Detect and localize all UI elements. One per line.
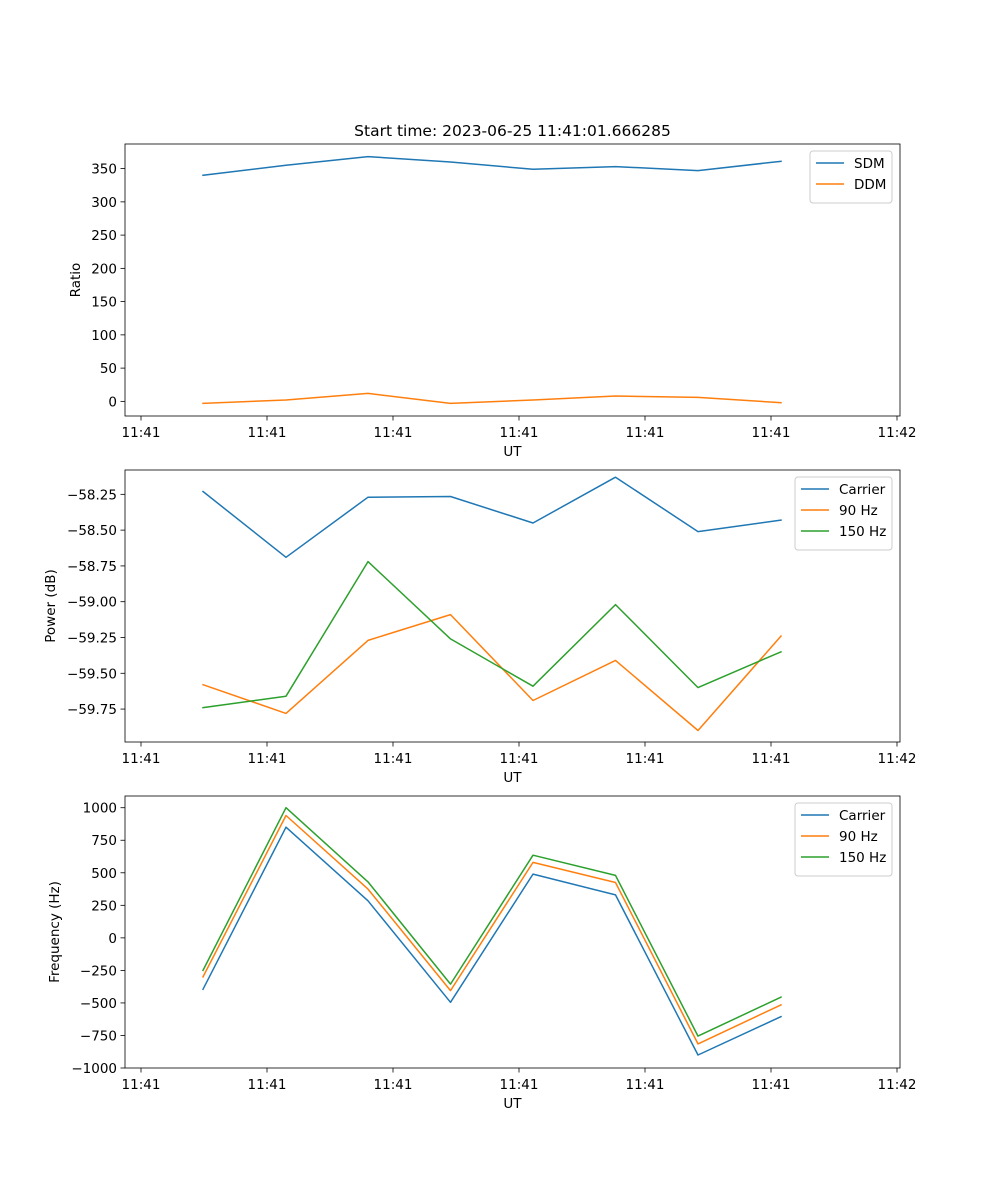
x-tick-label: 11:41 <box>122 751 161 767</box>
panel-3: 11:41 11:41 11:41 11:41 11:41 11:41 11:42 −1000… <box>47 795 917 1112</box>
legend-label: 150 Hz <box>839 524 886 540</box>
x-tick-label: 11:41 <box>122 425 161 441</box>
x-tick-label: 11:41 <box>626 751 665 767</box>
axes-frame <box>124 795 901 1069</box>
x-tick-label: 11:41 <box>122 1077 161 1093</box>
y-tick-label: 500 <box>91 866 117 882</box>
series-line-150-hz <box>202 560 782 709</box>
legend-label: 150 Hz <box>839 850 886 866</box>
y-tick-label: −500 <box>80 996 117 1012</box>
x-tick-label: 11:41 <box>248 1077 287 1093</box>
y-tick-label: 150 <box>91 295 117 311</box>
y-axis-label: Ratio <box>68 263 84 298</box>
legend: Carrier 90 Hz 150 Hz <box>794 476 893 551</box>
y-tick-label: −58.75 <box>67 559 117 575</box>
panel-1: 11:41 11:41 11:41 11:41 11:41 11:41 11:42 0 50 10… <box>68 143 917 460</box>
y-tick-label: 250 <box>91 898 117 914</box>
series-line-90-hz <box>201 814 782 1045</box>
x-tick-label: 11:41 <box>752 425 791 441</box>
series-line-carrier <box>201 476 782 559</box>
legend-label: 90 Hz <box>839 829 878 845</box>
x-tick-label: 11:42 <box>878 425 917 441</box>
legend-label: DDM <box>854 177 886 193</box>
x-axis-label: UT <box>503 770 522 786</box>
y-tick-label: 50 <box>100 361 117 377</box>
y-axis-label: Power (dB) <box>43 569 59 642</box>
series-line-150-hz <box>201 806 782 1037</box>
y-tick-label: −59.75 <box>67 702 117 718</box>
x-tick-label: 11:42 <box>878 751 917 767</box>
x-tick-label: 11:41 <box>500 425 539 441</box>
y-tick-label: −250 <box>80 963 117 979</box>
axes-frame <box>124 469 901 743</box>
axes-frame <box>124 143 901 417</box>
x-tick-label: 11:41 <box>374 751 413 767</box>
x-tick-label: 11:41 <box>626 1077 665 1093</box>
x-tick-label: 11:41 <box>374 425 413 441</box>
x-axis-label: UT <box>503 444 522 460</box>
x-tick-label: 11:42 <box>878 1077 917 1093</box>
x-tick-label: 11:41 <box>500 1077 539 1093</box>
y-tick-label: 300 <box>91 195 117 211</box>
legend-box <box>809 150 893 204</box>
y-tick-label: −59.25 <box>67 630 117 646</box>
series-line-carrier <box>201 826 782 1056</box>
y-tick-label: 0 <box>108 931 117 947</box>
x-tick-label: 11:41 <box>374 1077 413 1093</box>
x-tick-label: 11:41 <box>752 751 791 767</box>
y-tick-label: 0 <box>108 394 117 410</box>
y-tick-label: −750 <box>80 1028 117 1044</box>
legend: SDM DDM <box>809 150 893 204</box>
x-tick-label: 11:41 <box>752 1077 791 1093</box>
series-line-ddm <box>202 392 782 405</box>
x-tick-label: 11:41 <box>248 425 287 441</box>
series-line-sdm <box>202 155 782 177</box>
y-tick-label: −1000 <box>71 1061 117 1077</box>
legend-label: 90 Hz <box>839 503 878 519</box>
y-tick-label: 350 <box>91 162 117 178</box>
y-axis-label: Frequency (Hz) <box>47 881 63 983</box>
series-line-90-hz <box>202 613 783 732</box>
panel-2: 11:41 11:41 11:41 11:41 11:41 11:41 11:42 −59.7… <box>43 469 917 786</box>
y-tick-label: 200 <box>91 261 117 277</box>
x-tick-label: 11:41 <box>248 751 287 767</box>
x-tick-label: 11:41 <box>626 425 665 441</box>
y-tick-label: 100 <box>91 328 117 344</box>
y-tick-label: 250 <box>91 228 117 244</box>
y-tick-label: −59.00 <box>67 595 117 611</box>
legend-label: Carrier <box>839 482 886 498</box>
legend-label: SDM <box>854 156 885 172</box>
y-tick-label: 750 <box>91 833 117 849</box>
legend-label: Carrier <box>839 808 886 824</box>
figure-title: Start time: 2023-06-25 11:41:01.666285 <box>354 122 671 140</box>
x-axis-label: UT <box>503 1096 522 1112</box>
y-tick-label: 1000 <box>83 801 117 817</box>
x-tick-label: 11:41 <box>500 751 539 767</box>
y-tick-label: −59.50 <box>67 666 117 682</box>
y-tick-label: −58.50 <box>67 523 117 539</box>
y-tick-label: −58.25 <box>67 487 117 503</box>
legend: Carrier 90 Hz 150 Hz <box>794 802 893 877</box>
